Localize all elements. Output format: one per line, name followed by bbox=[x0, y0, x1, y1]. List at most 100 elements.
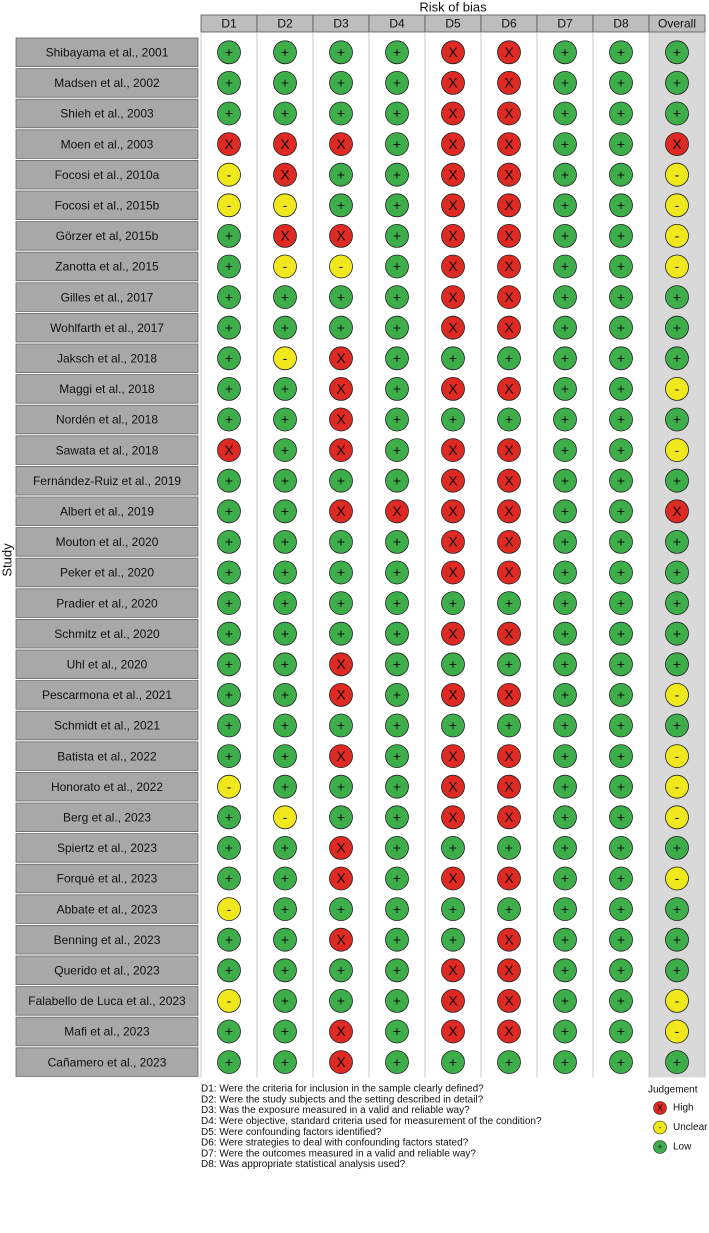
judgement-circle bbox=[329, 713, 353, 738]
judgement-symbol: X bbox=[504, 289, 514, 305]
judgement-symbol: + bbox=[561, 687, 569, 703]
judgement-circle bbox=[217, 805, 241, 830]
judgement-circle bbox=[497, 683, 521, 707]
judgement-circle bbox=[609, 713, 633, 738]
judgement-circle bbox=[385, 621, 409, 646]
judgement-symbol: + bbox=[673, 350, 681, 366]
judgement-symbol: + bbox=[281, 778, 289, 794]
judgement-circle bbox=[385, 101, 409, 126]
judgement-symbol: + bbox=[281, 962, 289, 978]
judgement-circle bbox=[553, 866, 577, 891]
judgement-symbol: + bbox=[449, 1054, 457, 1070]
judgement-symbol: + bbox=[617, 748, 625, 764]
judgement-symbol: X bbox=[672, 503, 682, 519]
study-label-cell bbox=[15, 619, 199, 649]
judgement-circle bbox=[441, 346, 465, 371]
judgement-circle bbox=[665, 866, 689, 891]
judgement-circle bbox=[217, 652, 241, 677]
judgement-symbol: X bbox=[504, 809, 514, 825]
judgement-symbol: + bbox=[281, 1023, 289, 1039]
judgement-symbol: X bbox=[448, 870, 458, 886]
judgement-circle bbox=[329, 346, 353, 371]
judgement-circle bbox=[329, 407, 353, 432]
judgement-symbol: + bbox=[617, 534, 625, 550]
judgement-symbol: X bbox=[672, 136, 682, 152]
judgement-circle bbox=[385, 774, 409, 799]
judgement-symbol: + bbox=[225, 258, 233, 274]
judgement-symbol: + bbox=[281, 993, 289, 1009]
judgement-symbol: - bbox=[227, 166, 232, 182]
judgement-symbol: X bbox=[448, 809, 458, 825]
footnote: D5: Were confounding factors identified? bbox=[201, 1127, 382, 1138]
judgement-circle bbox=[497, 836, 521, 860]
judgement-circle bbox=[497, 560, 521, 585]
judgement-symbol: + bbox=[561, 748, 569, 764]
column-header: D8 bbox=[613, 17, 629, 31]
judgement-symbol: + bbox=[281, 870, 289, 886]
judgement-circle bbox=[665, 438, 689, 463]
study-label: Shieh et al., 2003 bbox=[60, 107, 154, 121]
judgement-circle bbox=[217, 560, 241, 585]
judgement-circle bbox=[665, 193, 689, 218]
judgement-symbol: + bbox=[505, 901, 513, 917]
judgement-circle bbox=[273, 346, 297, 371]
judgement-circle bbox=[329, 927, 353, 952]
judgement-circle bbox=[329, 1019, 353, 1044]
judgement-symbol: + bbox=[337, 105, 345, 121]
judgement-symbol: - bbox=[675, 197, 680, 213]
judgement-circle bbox=[497, 866, 521, 891]
judgement-circle bbox=[385, 438, 409, 463]
study-label: Pescarmona et al., 2021 bbox=[42, 688, 172, 702]
judgement-circle bbox=[329, 315, 353, 340]
judgement-symbol: + bbox=[281, 931, 289, 947]
judgement-circle bbox=[665, 958, 689, 983]
judgement-circle bbox=[385, 591, 409, 615]
judgement-symbol: + bbox=[617, 870, 625, 886]
judgement-circle bbox=[329, 652, 353, 677]
judgement-symbol: - bbox=[227, 197, 232, 213]
legend-label: High bbox=[673, 1103, 694, 1114]
judgement-symbol: + bbox=[673, 105, 681, 121]
judgement-symbol: + bbox=[225, 381, 233, 397]
judgement-symbol: + bbox=[617, 350, 625, 366]
judgement-circle bbox=[497, 530, 521, 554]
judgement-circle bbox=[329, 805, 353, 830]
study-label-cell bbox=[15, 98, 199, 129]
judgement-symbol: + bbox=[281, 442, 289, 458]
judgement-symbol: + bbox=[393, 258, 401, 274]
judgement-circle bbox=[217, 40, 241, 65]
judgement-symbol: + bbox=[617, 228, 625, 244]
judgement-symbol: + bbox=[225, 656, 233, 672]
judgement-circle bbox=[553, 407, 577, 432]
judgement-circle bbox=[441, 774, 465, 799]
judgement-symbol: + bbox=[337, 625, 345, 641]
study-label: Zanotta et al., 2015 bbox=[55, 260, 159, 274]
judgement-symbol: + bbox=[561, 656, 569, 672]
judgement-circle bbox=[217, 866, 241, 891]
judgement-circle bbox=[217, 683, 241, 707]
judgement-symbol: + bbox=[281, 319, 289, 335]
judgement-symbol: + bbox=[281, 748, 289, 764]
judgement-circle bbox=[273, 223, 297, 248]
judgement-symbol: + bbox=[561, 503, 569, 519]
judgement-circle bbox=[273, 897, 297, 921]
judgement-symbol: + bbox=[561, 901, 569, 917]
judgement-symbol: X bbox=[504, 319, 514, 335]
judgement-circle bbox=[553, 621, 577, 646]
judgement-symbol: + bbox=[281, 840, 289, 856]
judgement-circle bbox=[273, 499, 297, 524]
judgement-circle bbox=[329, 40, 353, 65]
judgement-symbol: + bbox=[337, 75, 345, 91]
judgement-symbol: + bbox=[505, 717, 513, 733]
judgement-circle bbox=[665, 805, 689, 830]
judgement-circle bbox=[609, 499, 633, 524]
judgement-symbol: X bbox=[336, 442, 346, 458]
judgement-circle bbox=[385, 683, 409, 707]
judgement-symbol: X bbox=[448, 381, 458, 397]
judgement-symbol: X bbox=[448, 105, 458, 121]
study-label: Batista et al., 2022 bbox=[57, 749, 157, 763]
column-header: D6 bbox=[501, 17, 517, 31]
judgement-symbol: + bbox=[449, 656, 457, 672]
judgement-circle bbox=[497, 376, 521, 401]
judgement-circle bbox=[609, 468, 633, 493]
